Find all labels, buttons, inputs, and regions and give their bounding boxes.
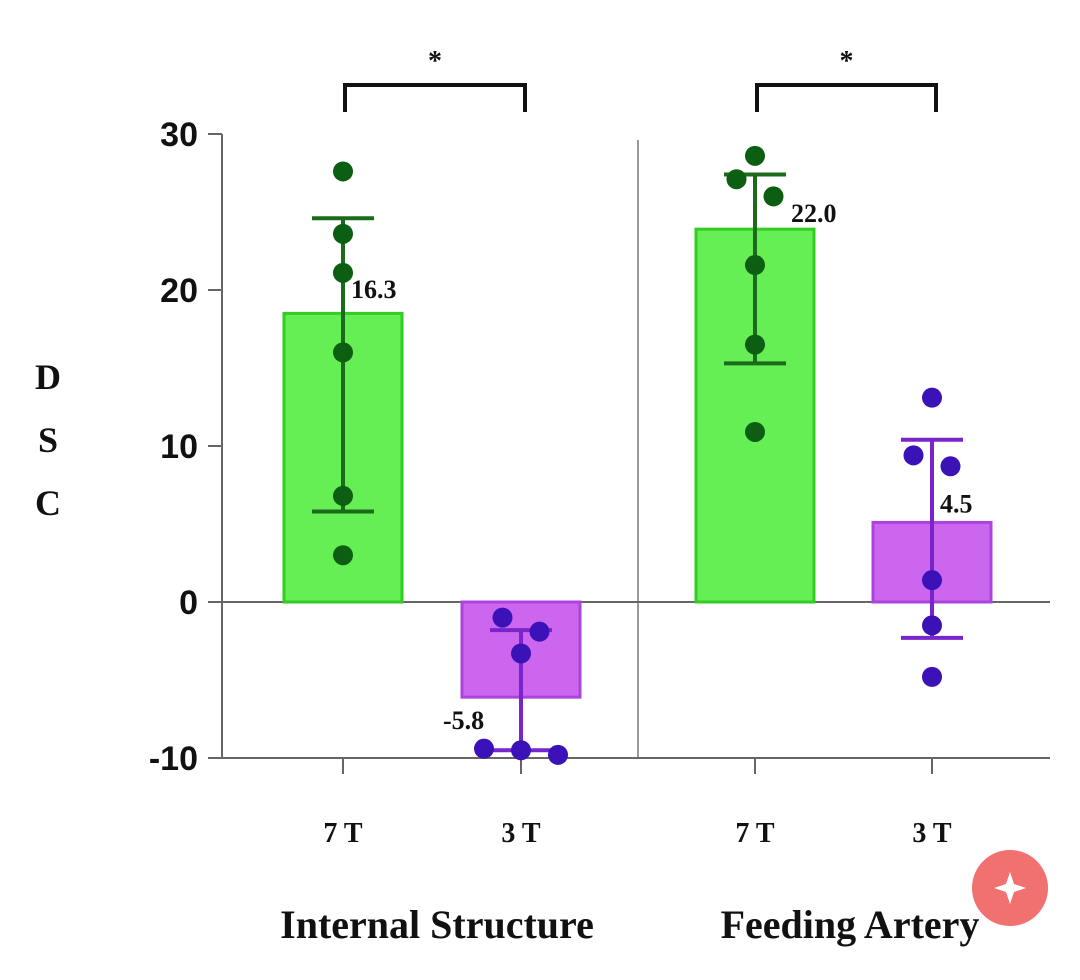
- data-point: [333, 262, 353, 283]
- data-point: [745, 421, 765, 442]
- data-point: [940, 456, 961, 477]
- data-point: [922, 387, 942, 408]
- value-label: 4.5: [940, 489, 973, 518]
- group-label-feeding-artery: Feeding Artery: [721, 902, 980, 947]
- data-point: [511, 643, 531, 664]
- data-point: [745, 145, 765, 166]
- x-tick-label: 7 T: [323, 818, 362, 849]
- y-tick-label: -10: [149, 740, 198, 778]
- data-point: [745, 334, 765, 355]
- y-tick-label: 30: [160, 116, 198, 154]
- x-tick-label: 7 T: [735, 818, 774, 849]
- data-point: [726, 169, 747, 190]
- significance-bracket: [343, 83, 527, 112]
- data-point: [745, 255, 765, 276]
- data-point: [333, 342, 353, 363]
- data-point: [333, 161, 353, 182]
- watermark-logo: [972, 850, 1048, 926]
- data-point: [529, 621, 550, 642]
- data-point: [511, 740, 531, 761]
- group-label-internal-structure: Internal Structure: [280, 902, 594, 947]
- marks: * 16.3 -5.8 * 22.0 4.5: [282, 46, 993, 765]
- y-tick-label: 0: [179, 584, 198, 622]
- value-label: 22.0: [791, 199, 837, 228]
- value-label: 16.3: [351, 275, 397, 304]
- x-tick-label: 3 T: [912, 818, 951, 849]
- significance-star: *: [840, 46, 854, 77]
- y-tick-label: 10: [160, 428, 198, 466]
- significance-star: *: [428, 46, 442, 77]
- y-axis-label: DSC: [35, 357, 61, 523]
- axes: 30 20 10 0 -10 7 T 3 T 7 T 3 T: [149, 116, 1050, 849]
- data-point: [548, 744, 568, 765]
- data-point: [763, 186, 784, 207]
- data-point: [474, 738, 494, 759]
- data-point: [903, 445, 924, 466]
- value-label: -5.8: [443, 706, 484, 735]
- data-point: [922, 570, 942, 591]
- data-point: [333, 545, 353, 566]
- data-point: [922, 615, 942, 636]
- data-point: [333, 485, 353, 506]
- data-point: [492, 607, 513, 628]
- y-tick-label: 20: [160, 272, 198, 310]
- data-point: [333, 223, 353, 244]
- x-tick-label: 3 T: [501, 818, 540, 849]
- data-point: [922, 666, 942, 687]
- significance-bracket: [755, 83, 938, 112]
